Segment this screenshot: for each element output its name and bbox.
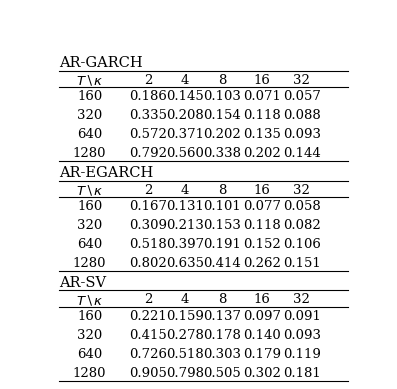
Text: $T\!\setminus\!\kappa$: $T\!\setminus\!\kappa$ (76, 184, 103, 198)
Text: 1280: 1280 (73, 147, 106, 160)
Text: 0.101: 0.101 (203, 200, 241, 213)
Text: 8: 8 (218, 293, 226, 307)
Text: 0.103: 0.103 (203, 90, 241, 103)
Text: 160: 160 (77, 310, 102, 323)
Text: 2: 2 (144, 74, 152, 87)
Text: 8: 8 (218, 74, 226, 87)
Text: 0.082: 0.082 (283, 219, 321, 232)
Text: 16: 16 (253, 184, 270, 196)
Text: 2: 2 (144, 293, 152, 307)
Text: 0.335: 0.335 (129, 109, 167, 122)
Text: 0.309: 0.309 (129, 219, 167, 232)
Text: 640: 640 (77, 238, 102, 251)
Text: 0.202: 0.202 (243, 147, 281, 160)
Text: 1280: 1280 (73, 257, 106, 270)
Text: 32: 32 (293, 293, 310, 307)
Text: 0.093: 0.093 (283, 128, 321, 141)
Text: 0.179: 0.179 (243, 348, 281, 361)
Text: 0.137: 0.137 (203, 310, 241, 323)
Text: 0.091: 0.091 (283, 310, 321, 323)
Text: 0.208: 0.208 (166, 109, 204, 122)
Text: 320: 320 (77, 329, 102, 342)
Text: 0.518: 0.518 (166, 348, 204, 361)
Text: 0.505: 0.505 (203, 366, 241, 380)
Text: 0.213: 0.213 (166, 219, 204, 232)
Text: AR-GARCH: AR-GARCH (59, 56, 143, 70)
Text: AR-SV: AR-SV (59, 275, 106, 289)
Text: 0.118: 0.118 (243, 219, 281, 232)
Text: 0.338: 0.338 (203, 147, 241, 160)
Text: 0.802: 0.802 (129, 257, 167, 270)
Text: $T\!\setminus\!\kappa$: $T\!\setminus\!\kappa$ (76, 74, 103, 88)
Text: AR-EGARCH: AR-EGARCH (59, 166, 153, 180)
Text: 32: 32 (293, 74, 310, 87)
Text: 0.140: 0.140 (243, 329, 281, 342)
Text: 0.572: 0.572 (129, 128, 167, 141)
Text: 0.178: 0.178 (203, 329, 241, 342)
Text: 0.159: 0.159 (166, 310, 204, 323)
Text: 0.371: 0.371 (166, 128, 204, 141)
Text: 0.635: 0.635 (166, 257, 204, 270)
Text: 0.397: 0.397 (166, 238, 204, 251)
Text: 2: 2 (144, 184, 152, 196)
Text: 0.792: 0.792 (129, 147, 167, 160)
Text: 4: 4 (181, 293, 189, 307)
Text: 640: 640 (77, 348, 102, 361)
Text: 640: 640 (77, 128, 102, 141)
Text: 0.119: 0.119 (283, 348, 321, 361)
Text: 16: 16 (253, 293, 270, 307)
Text: 0.153: 0.153 (203, 219, 241, 232)
Text: 160: 160 (77, 90, 102, 103)
Text: 0.303: 0.303 (203, 348, 241, 361)
Text: 32: 32 (293, 184, 310, 196)
Text: 320: 320 (77, 219, 102, 232)
Text: 0.106: 0.106 (283, 238, 321, 251)
Text: 0.560: 0.560 (166, 147, 204, 160)
Text: 0.151: 0.151 (283, 257, 321, 270)
Text: 8: 8 (218, 184, 226, 196)
Text: 0.726: 0.726 (129, 348, 167, 361)
Text: 320: 320 (77, 109, 102, 122)
Text: 0.135: 0.135 (243, 128, 281, 141)
Text: 0.905: 0.905 (129, 366, 167, 380)
Text: $T\!\setminus\!\kappa$: $T\!\setminus\!\kappa$ (76, 293, 103, 308)
Text: 0.181: 0.181 (283, 366, 321, 380)
Text: 16: 16 (253, 74, 270, 87)
Text: 0.152: 0.152 (243, 238, 281, 251)
Text: 0.191: 0.191 (203, 238, 241, 251)
Text: 0.186: 0.186 (129, 90, 167, 103)
Text: 0.518: 0.518 (129, 238, 167, 251)
Text: 0.414: 0.414 (203, 257, 241, 270)
Text: 0.221: 0.221 (129, 310, 167, 323)
Text: 0.093: 0.093 (283, 329, 321, 342)
Text: 0.262: 0.262 (243, 257, 281, 270)
Text: 160: 160 (77, 200, 102, 213)
Text: 0.071: 0.071 (243, 90, 281, 103)
Text: 4: 4 (181, 184, 189, 196)
Text: 4: 4 (181, 74, 189, 87)
Text: 0.415: 0.415 (129, 329, 167, 342)
Text: 0.167: 0.167 (129, 200, 167, 213)
Text: 0.144: 0.144 (283, 147, 321, 160)
Text: 0.077: 0.077 (243, 200, 281, 213)
Text: 0.302: 0.302 (243, 366, 281, 380)
Text: 1280: 1280 (73, 366, 106, 380)
Text: 0.145: 0.145 (166, 90, 204, 103)
Text: 0.088: 0.088 (283, 109, 321, 122)
Text: 0.798: 0.798 (166, 366, 204, 380)
Text: 0.118: 0.118 (243, 109, 281, 122)
Text: 0.097: 0.097 (243, 310, 281, 323)
Text: 0.278: 0.278 (166, 329, 204, 342)
Text: 0.154: 0.154 (203, 109, 241, 122)
Text: 0.058: 0.058 (283, 200, 321, 213)
Text: 0.131: 0.131 (166, 200, 204, 213)
Text: 0.202: 0.202 (203, 128, 241, 141)
Text: 0.057: 0.057 (283, 90, 321, 103)
